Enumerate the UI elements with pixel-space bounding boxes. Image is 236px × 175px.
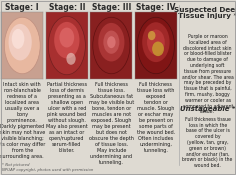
Text: Unstageable *: Unstageable * xyxy=(180,106,236,112)
Text: Full thickness tissue
loss in which the
base of the ulcer is
covered by
(yellow,: Full thickness tissue loss in which the … xyxy=(182,117,233,168)
Ellipse shape xyxy=(147,30,165,55)
Ellipse shape xyxy=(152,41,164,56)
Ellipse shape xyxy=(54,22,80,58)
Text: Full thickness
tissue loss.
Subcutaneous fat
may be visible but
bone, tendon or
: Full thickness tissue loss. Subcutaneous… xyxy=(89,82,134,165)
Text: Stage: III: Stage: III xyxy=(92,2,131,12)
Text: Stage: IV: Stage: IV xyxy=(136,2,176,12)
Text: * Not pictured
NPUAP copyright, photos used with permission: * Not pictured NPUAP copyright, photos u… xyxy=(2,163,93,172)
Ellipse shape xyxy=(59,27,74,47)
Ellipse shape xyxy=(103,30,119,54)
Ellipse shape xyxy=(48,16,85,75)
Text: Stage: I: Stage: I xyxy=(5,2,39,12)
Text: Partial thickness
loss of dermis
presenting as a
shallow open
ulcer with a red
p: Partial thickness loss of dermis present… xyxy=(46,82,88,153)
Ellipse shape xyxy=(8,24,32,60)
Text: Purple or maroon
localized area of
discolored intact skin
or blood-filled bliste: Purple or maroon localized area of disco… xyxy=(182,34,234,114)
Ellipse shape xyxy=(148,31,156,40)
Ellipse shape xyxy=(93,17,130,74)
Ellipse shape xyxy=(137,17,174,74)
Ellipse shape xyxy=(107,36,116,48)
Ellipse shape xyxy=(4,17,40,74)
Ellipse shape xyxy=(66,53,76,65)
Ellipse shape xyxy=(12,29,24,49)
Text: Intact skin with
non-blanchable
redness of a
localized area
usually over a
bony
: Intact skin with non-blanchable redness … xyxy=(0,82,46,159)
Text: Full thickness
tissue loss with
exposed
tendon or
muscle. Slough
or eschar may
b: Full thickness tissue loss with exposed … xyxy=(137,82,175,153)
Text: Stage: II: Stage: II xyxy=(49,2,85,12)
Ellipse shape xyxy=(98,23,124,61)
Text: Suspected Deep
Tissue Injury *: Suspected Deep Tissue Injury * xyxy=(174,7,236,19)
Ellipse shape xyxy=(142,22,170,62)
